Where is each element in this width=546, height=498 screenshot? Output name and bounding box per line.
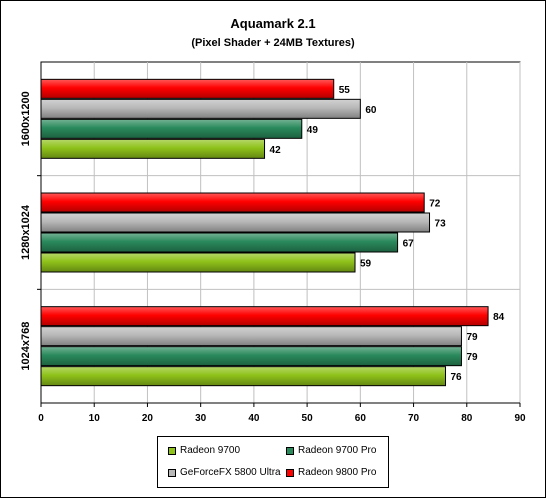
bar-radeon-9700-1024x768 (40, 366, 446, 387)
data-label: 60 (365, 105, 377, 116)
x-tick-label: 50 (302, 413, 314, 424)
chart-subtitle: (Pixel Shader + 24MB Textures) (191, 37, 355, 49)
category-label: 1024x768 (20, 322, 32, 371)
bar-radeon-9700-pro-1024x768 (40, 346, 462, 367)
data-label: 59 (360, 259, 372, 270)
x-tick-label: 70 (408, 413, 420, 424)
legend-item-radeon-9700-pro: Radeon 9700 Pro (286, 445, 376, 456)
data-label: 72 (429, 199, 441, 210)
legend-item-radeon-9700: Radeon 9700 (168, 445, 240, 456)
chart-title: Aquamark 2.1 (230, 16, 316, 31)
bar-radeon-9700-pro-1600x1200 (40, 118, 303, 139)
x-tick-label: 0 (38, 413, 44, 424)
data-label: 42 (270, 145, 282, 156)
x-tick-label: 10 (89, 413, 101, 424)
legend-label: Radeon 9700 (180, 445, 241, 456)
legend-label: Radeon 9800 Pro (298, 467, 377, 478)
data-label: 79 (466, 332, 478, 343)
data-label: 49 (307, 125, 319, 136)
x-tick-label: 60 (355, 413, 367, 424)
legend-item-geforcefx-5800-ultra: GeForceFX 5800 Ultra (168, 467, 281, 478)
legend-item-radeon-9800-pro: Radeon 9800 Pro (286, 467, 376, 478)
bar-geforcefx-5800-ultra-1280x1024 (40, 212, 431, 233)
x-tick-label: 20 (142, 413, 154, 424)
bar-radeon-9700-pro-1280x1024 (40, 232, 399, 253)
bar-geforcefx-5800-ultra-1600x1200 (40, 98, 361, 119)
legend-swatch-geforcefx-5800-ultra (168, 468, 176, 477)
x-tick-label: 80 (461, 413, 473, 424)
legend-label: GeForceFX 5800 Ultra (180, 467, 281, 478)
legend-swatch-radeon-9700-pro (286, 446, 294, 455)
data-label: 67 (403, 239, 415, 250)
legend-label: Radeon 9700 Pro (298, 445, 377, 456)
x-tick-label: 40 (248, 413, 260, 424)
legend-swatch-radeon-9700 (168, 446, 176, 455)
bar-geforcefx-5800-ultra-1024x768 (40, 326, 462, 347)
data-label: 79 (466, 352, 478, 363)
bar-radeon-9700-1280x1024 (40, 252, 356, 273)
data-label: 84 (493, 312, 505, 323)
legend-swatch-radeon-9800-pro (286, 468, 294, 477)
bar-radeon-9700-1600x1200 (40, 138, 266, 159)
bar-radeon-9800-pro-1600x1200 (40, 78, 335, 99)
x-tick-label: 30 (195, 413, 207, 424)
data-label: 55 (339, 85, 351, 96)
data-label: 73 (435, 219, 447, 230)
category-label: 1600x1200 (20, 91, 32, 146)
chart-legend: Radeon 9700 Radeon 9700 Pro GeForceFX 58… (157, 436, 389, 488)
data-label: 76 (450, 372, 462, 383)
bar-radeon-9800-pro-1280x1024 (40, 192, 425, 213)
x-tick-label: 90 (514, 413, 526, 424)
bar-radeon-9800-pro-1024x768 (40, 306, 489, 327)
category-label: 1280x1024 (20, 204, 32, 260)
